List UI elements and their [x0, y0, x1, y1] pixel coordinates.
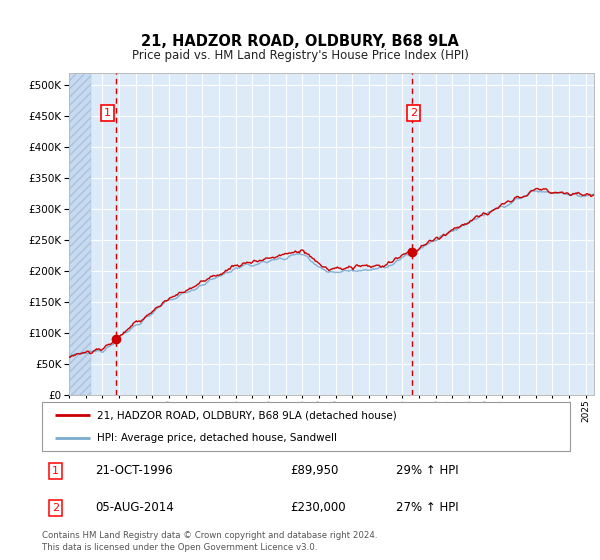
- Text: Contains HM Land Registry data © Crown copyright and database right 2024.
This d: Contains HM Land Registry data © Crown c…: [42, 531, 377, 552]
- Text: 21, HADZOR ROAD, OLDBURY, B68 9LA: 21, HADZOR ROAD, OLDBURY, B68 9LA: [141, 35, 459, 49]
- Text: 21-OCT-1996: 21-OCT-1996: [95, 464, 173, 477]
- Text: £89,950: £89,950: [290, 464, 338, 477]
- Text: 1: 1: [104, 108, 111, 118]
- Text: £230,000: £230,000: [290, 501, 346, 514]
- Text: 29% ↑ HPI: 29% ↑ HPI: [396, 464, 458, 477]
- Text: 21, HADZOR ROAD, OLDBURY, B68 9LA (detached house): 21, HADZOR ROAD, OLDBURY, B68 9LA (detac…: [97, 410, 397, 421]
- Text: 2: 2: [52, 503, 59, 513]
- Text: HPI: Average price, detached house, Sandwell: HPI: Average price, detached house, Sand…: [97, 433, 337, 444]
- FancyBboxPatch shape: [42, 402, 570, 451]
- Text: Price paid vs. HM Land Registry's House Price Index (HPI): Price paid vs. HM Land Registry's House …: [131, 49, 469, 63]
- Text: 1: 1: [52, 466, 59, 475]
- Text: 27% ↑ HPI: 27% ↑ HPI: [396, 501, 458, 514]
- Text: 05-AUG-2014: 05-AUG-2014: [95, 501, 173, 514]
- Text: 2: 2: [410, 108, 417, 118]
